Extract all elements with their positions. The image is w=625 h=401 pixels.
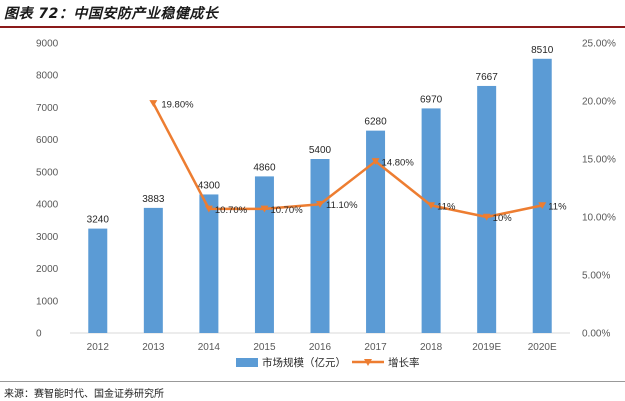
combo-chart: 0 1000 2000 3000 4000 5000 6000 7000 8000 9000 0.… — [36, 39, 616, 370]
left-tick-label: 5000 — [36, 167, 59, 178]
left-tick-label: 4000 — [36, 200, 59, 211]
growth-line — [152, 102, 543, 219]
bar — [310, 159, 330, 333]
x-tick-label: 2017 — [364, 342, 387, 353]
x-tick-label: 2018 — [420, 342, 443, 353]
left-tick-label: 0 — [36, 329, 42, 340]
bar-value-label: 5400 — [309, 145, 332, 156]
legend: 市场规模（亿元） 增长率 — [236, 356, 420, 369]
bar-value-label: 8510 — [531, 45, 554, 56]
legend-bar-label: 市场规模（亿元） — [262, 356, 346, 369]
left-tick-label: 9000 — [36, 39, 59, 50]
bar-value-labels: 3240 3883 4300 4860 5400 6280 6970 7667 8510 — [87, 45, 554, 226]
bar — [254, 176, 274, 333]
title-rule — [0, 26, 625, 28]
bar-value-label: 6280 — [364, 117, 387, 128]
source-rule — [0, 381, 625, 382]
bar — [477, 85, 497, 333]
x-tick-label: 2015 — [253, 342, 276, 353]
x-tick-label: 2019E — [472, 342, 501, 353]
growth-value-label: 11% — [548, 201, 567, 212]
x-axis-ticks: 2012 2013 2014 2015 2016 2017 2018 2019E 2020E — [87, 342, 557, 353]
left-tick-label: 6000 — [36, 135, 59, 146]
growth-value-label: 10.70% — [270, 205, 303, 216]
figure-title: 图表 72：中国安防产业稳健成长 — [4, 6, 219, 22]
bar — [532, 58, 552, 334]
line-series — [149, 100, 547, 221]
left-tick-label: 7000 — [36, 103, 59, 114]
bar — [88, 228, 108, 333]
x-tick-label: 2016 — [309, 342, 332, 353]
bar — [143, 207, 163, 333]
right-tick-label: 5.00% — [582, 271, 610, 282]
left-tick-label: 8000 — [36, 71, 59, 82]
bar-value-label: 4300 — [198, 180, 221, 191]
bar — [199, 194, 219, 333]
legend-line-marker — [364, 359, 372, 366]
x-tick-label: 2020E — [528, 342, 557, 353]
left-tick-label: 1000 — [36, 296, 59, 307]
growth-value-label: 19.80% — [161, 99, 194, 110]
bar — [366, 130, 386, 333]
growth-point — [482, 213, 491, 221]
growth-value-label: 11% — [437, 201, 456, 212]
growth-point — [316, 201, 324, 208]
left-tick-label: 2000 — [36, 264, 59, 275]
right-tick-label: 20.00% — [582, 97, 616, 108]
growth-point — [371, 158, 380, 165]
bar-value-label: 7667 — [476, 72, 499, 83]
legend-bar-swatch — [236, 358, 258, 367]
right-tick-label: 25.00% — [582, 39, 616, 50]
bar-value-label: 3883 — [142, 194, 165, 205]
right-tick-label: 15.00% — [582, 155, 616, 166]
growth-value-label: 14.80% — [382, 157, 415, 168]
bar — [421, 108, 441, 334]
growth-point — [260, 205, 269, 213]
right-axis-ticks: 0.00% 5.00% 10.00% 15.00% 20.00% 25.00% — [582, 39, 616, 340]
x-tick-label: 2012 — [87, 342, 110, 353]
line-value-labels: 19.80% 10.70% 10.70% 11.10% 14.80% 11% 10% 11% — [161, 99, 567, 224]
x-tick-label: 2013 — [142, 342, 165, 353]
x-tick-label: 2014 — [198, 342, 221, 353]
legend-line-label: 增长率 — [388, 356, 420, 369]
growth-value-label: 11.10% — [326, 200, 358, 211]
left-tick-label: 3000 — [36, 232, 59, 243]
right-tick-label: 0.00% — [582, 329, 610, 340]
bar-value-label: 3240 — [87, 215, 110, 226]
source-note: 来源：赛智能时代、国金证券研究所 — [4, 389, 164, 400]
right-tick-label: 10.00% — [582, 213, 616, 224]
growth-point — [427, 202, 436, 209]
bar-series — [88, 58, 552, 334]
left-axis-ticks: 0 1000 2000 3000 4000 5000 6000 7000 8000 9000 — [36, 39, 59, 340]
growth-value-label: 10.70% — [215, 205, 248, 216]
growth-point — [204, 205, 213, 213]
growth-point — [149, 100, 158, 107]
growth-value-label: 10% — [493, 213, 513, 224]
growth-point — [538, 202, 547, 209]
bar-value-label: 4860 — [253, 162, 276, 173]
bar-value-label: 6970 — [420, 94, 443, 105]
